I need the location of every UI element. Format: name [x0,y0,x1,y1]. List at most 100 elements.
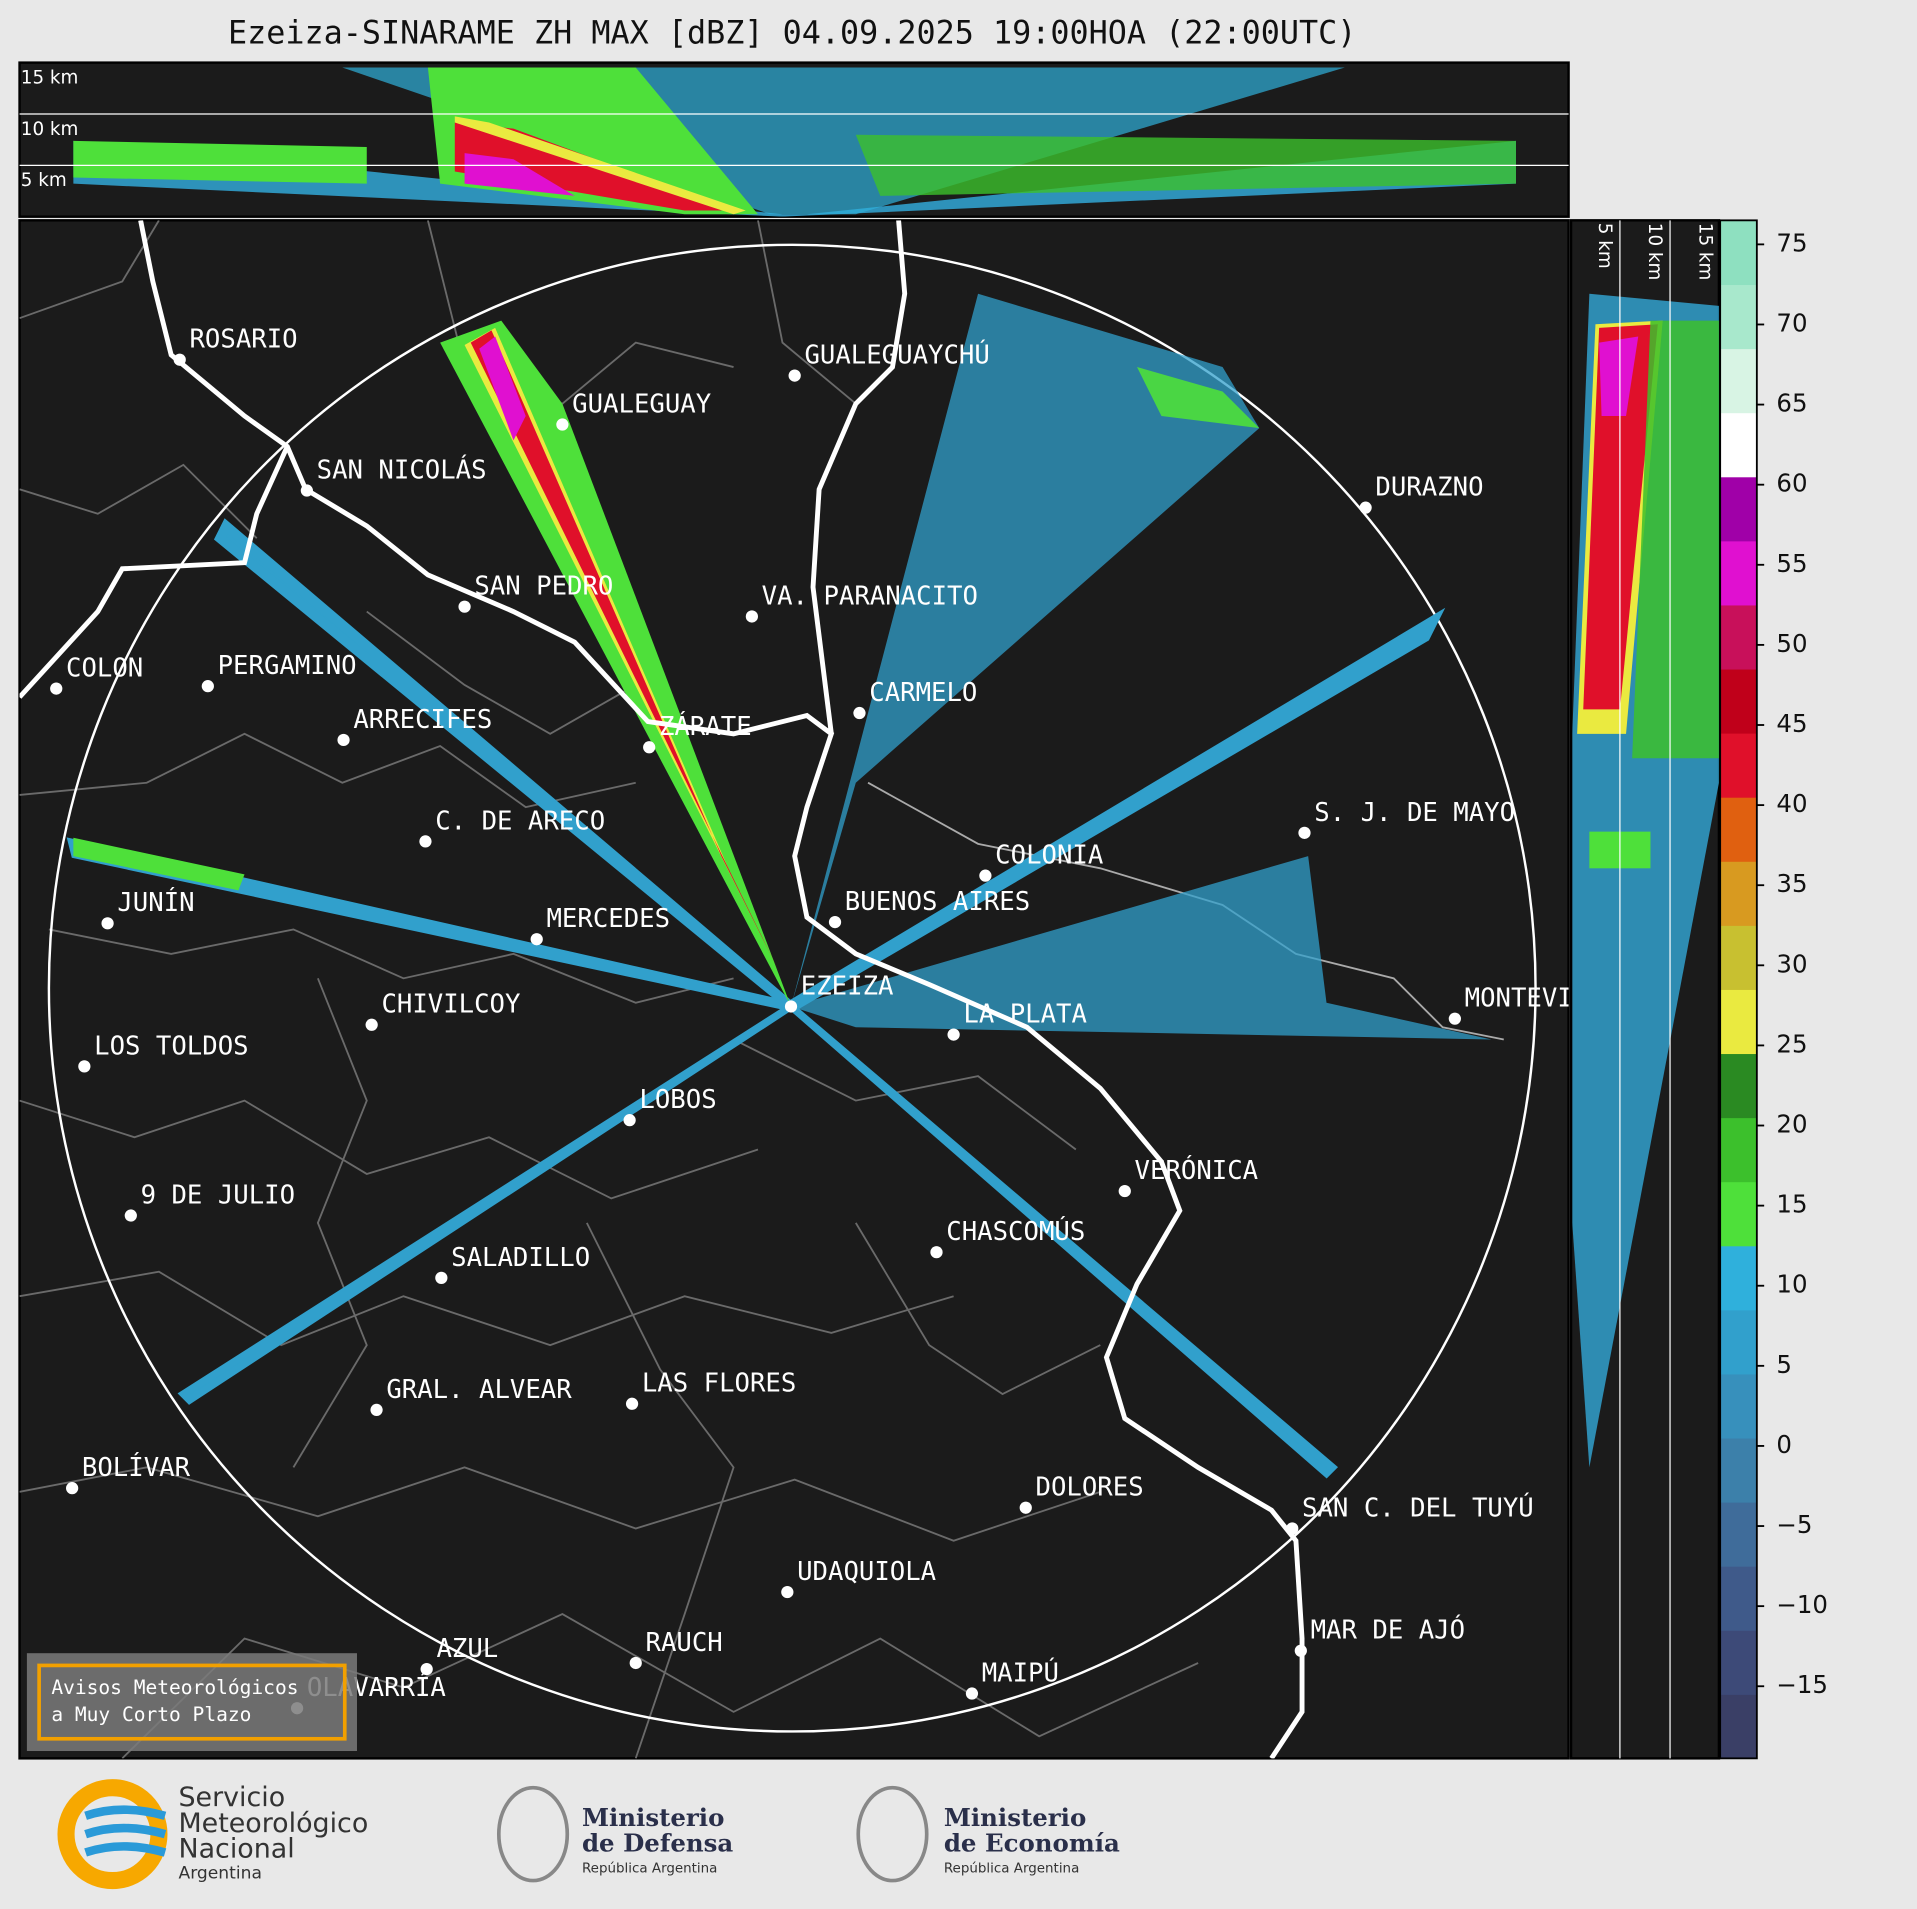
colorbar-segment [1720,797,1757,862]
city-dot [1298,826,1311,839]
colorbar-segment [1720,925,1757,990]
city-dot [201,680,214,693]
city-label: SALADILLO [451,1243,590,1273]
colorbar-segment [1720,412,1757,478]
logo-text: Ministerio [582,1803,724,1832]
colorbar-frame [1719,219,1758,1760]
city-dot [1294,1644,1307,1657]
colorbar-segment [1720,284,1757,350]
colorbar-tick-label: 40 [1776,789,1807,818]
city-dot [78,1060,91,1073]
logo-text: República Argentina [944,1860,1079,1876]
colorbar-segment [1720,220,1757,286]
height-label: 15 km [21,68,79,89]
city-label: LAS FLORES [642,1369,796,1399]
map-panel [18,219,1570,1760]
city-dot [173,353,186,366]
city-label: GUALEGUAY [572,389,711,419]
defensa-logo: Ministerio de Defensa República Argentin… [496,1785,733,1883]
colorbar-tick-label: 55 [1776,549,1807,578]
city-label: COLONIA [995,841,1103,871]
colorbar-segment [1720,1373,1757,1439]
city-dot [101,917,114,930]
city-dot [781,1585,794,1599]
colorbar-tick-label: −10 [1776,1590,1828,1619]
city-label: VERÓNICA [1135,1154,1259,1186]
city-label: VA. PARANACITO [762,581,978,611]
city-label: BOLÍVAR [82,1451,191,1483]
city-label: MONTEVIDEO [1465,984,1619,1014]
city-dot [1118,1184,1131,1198]
colorbar-segment [1720,733,1757,798]
city-label: CHIVILCOY [381,990,520,1020]
colorbar-segment [1720,1630,1757,1695]
city-dot [435,1271,448,1284]
city-label: EZEIZA [801,971,894,1001]
colorbar-tick-label: 75 [1776,228,1807,257]
colorbar-segment [1720,540,1757,606]
colorbar-tick-label: 10 [1776,1270,1807,1299]
radar-echoes [66,293,1492,1479]
city-label: MERCEDES [546,904,670,934]
city-dot [930,1246,943,1259]
city-dot [629,1656,642,1670]
cities: ROSARIO GUALEGUAYCHÚ GUALEGUAY SAN NICOLÁS D… [50,325,1619,1715]
colorbar-tick-label: 60 [1776,469,1807,498]
city-dot [419,835,432,848]
city-label: COLON [66,654,143,684]
city-label: PERGAMINO [218,651,357,681]
city-dot [420,1662,433,1676]
city-dot [365,1018,378,1031]
city-dot [370,1403,383,1417]
height-label: 10 km [1644,223,1665,281]
city-label: RAUCH [646,1628,723,1658]
colorbar-tick-label: −15 [1776,1670,1828,1699]
colorbar-segment [1720,476,1757,542]
colorbar-segment [1720,861,1757,926]
map-layer: ROSARIO GUALEGUAYCHÚ GUALEGUAY SAN NICOLÁS D… [19,220,1619,1759]
city-label: S. J. DE MAYO [1314,798,1515,828]
city-dot [623,1114,636,1127]
colorbar-tick-label: 50 [1776,629,1807,658]
city-dot [458,600,471,613]
range-ring [47,243,1537,1733]
colorbar-tick-label: 35 [1776,869,1807,898]
city-label: SAN PEDRO [474,572,613,602]
city-label: ROSARIO [189,325,297,355]
height-label: 5 km [1594,223,1615,269]
city-label: UDAQUIOLA [797,1557,936,1587]
colorbar-segment [1720,1181,1757,1247]
city-label: CARMELO [869,678,977,708]
city-dot [337,733,350,747]
colorbar-segment [1720,348,1757,414]
city-dot [66,1482,79,1495]
colorbar-tick-label: 65 [1776,389,1807,418]
colorbar-tick-label: −5 [1776,1510,1812,1539]
city-label: ARRECIFES [353,705,492,735]
city-label: 9 DE JULIO [141,1180,295,1210]
city-dot [788,369,801,382]
city-label: DOLORES [1036,1473,1144,1503]
city-label: MAIPÚ [982,1656,1059,1688]
top-echoes [73,67,1516,217]
colorbar-tick-label: 70 [1776,308,1807,337]
city-dot [1359,501,1372,514]
colorbar-segment [1720,1437,1757,1503]
logo-text: de Economía [944,1829,1120,1858]
logo-text: Servicio [178,1782,285,1813]
notice-backdrop [26,1653,357,1752]
logo-text: de Defensa [582,1829,733,1858]
city-label: JUNÍN [117,886,194,918]
colorbar-tick-label: 15 [1776,1190,1807,1219]
city-label: CHASCOMÚS [946,1215,1085,1247]
city-dot [556,418,569,431]
colorbar-segment [1720,604,1757,670]
logo-text: Meteorológico [178,1808,368,1839]
colorbar-segment [1720,1053,1757,1119]
notice-text: a Muy Corto Plazo [51,1703,251,1726]
city-dot [947,1028,960,1041]
city-dot [124,1209,137,1222]
economia-logo: Ministerio de Economía República Argenti… [856,1785,1120,1883]
city-label: SAN NICOLÁS [317,453,487,485]
